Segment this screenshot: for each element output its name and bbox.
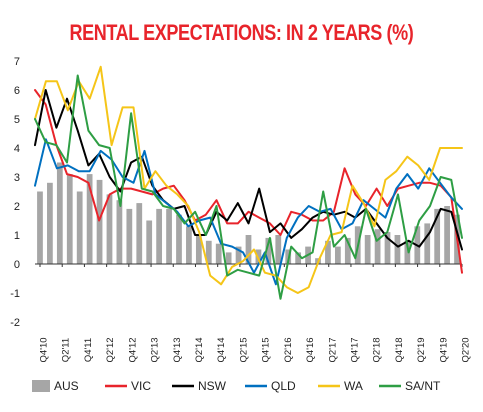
- chart-title: RENTAL EXPECTATIONS: IN 2 YEARS (%): [69, 20, 414, 45]
- y-tick-label: -2: [10, 317, 20, 329]
- series-line-vic: [34, 89, 463, 274]
- legend-label-sa-nt: SA/NT: [405, 379, 441, 393]
- bar-aus: [166, 208, 172, 264]
- bar-aus: [86, 174, 93, 264]
- y-tick-label: 3: [14, 172, 20, 184]
- x-tick-label: Q2'12: [105, 337, 116, 362]
- bar-aus: [275, 235, 282, 264]
- x-tick-label: Q4'11: [83, 338, 94, 362]
- bar-aus: [176, 214, 182, 264]
- bar-aus: [295, 252, 302, 264]
- y-tick-label: 2: [14, 201, 20, 213]
- bar-aus: [146, 220, 153, 264]
- legend-label-aus: AUS: [54, 379, 79, 393]
- bar-aus: [364, 235, 371, 264]
- x-tick-label: Q2'15: [238, 337, 249, 362]
- x-tick-label: Q4'15: [261, 337, 272, 362]
- bar-aus: [116, 200, 123, 264]
- x-tick-label: Q4'12: [127, 337, 138, 362]
- x-tick-label: Q4'19: [438, 337, 449, 362]
- bar-aus: [156, 208, 163, 264]
- lines-layer: [34, 65, 463, 300]
- bar-aus: [245, 235, 252, 264]
- bar-aus: [235, 246, 242, 264]
- x-tick-label: Q4'10: [39, 337, 50, 362]
- x-tick-label: Q2'17: [327, 337, 338, 362]
- bar-aus: [344, 237, 351, 264]
- bar-aus: [384, 232, 391, 264]
- bar-aus: [424, 223, 431, 264]
- bar-aus: [374, 229, 381, 264]
- bar-aus: [444, 206, 450, 264]
- bar-aus: [404, 240, 411, 264]
- x-tick-label: Q4'16: [305, 337, 316, 362]
- series-line-qld: [34, 138, 463, 286]
- bar-aus: [434, 208, 441, 264]
- bar-aus: [126, 208, 133, 264]
- legend-swatch-aus: [32, 380, 50, 392]
- bar-aus: [37, 191, 43, 264]
- bar-aus: [205, 240, 212, 264]
- x-tick-label: Q2'19: [416, 337, 427, 362]
- bar-aus: [66, 174, 73, 264]
- legend-label-nsw: NSW: [198, 379, 227, 393]
- legend-label-wa: WA: [344, 379, 363, 393]
- y-tick-label: 0: [14, 259, 20, 271]
- bar-aus: [106, 194, 113, 264]
- bar-aus: [195, 235, 202, 264]
- bar-aus: [186, 226, 192, 264]
- y-tick-label: 6: [14, 85, 20, 97]
- y-tick-label: 1: [14, 230, 20, 242]
- y-tick-label: -1: [10, 288, 20, 300]
- bar-aus: [394, 235, 401, 264]
- series-line-sa-nt: [34, 74, 463, 300]
- bar-aus: [56, 162, 63, 264]
- y-tick-label: 4: [14, 143, 20, 155]
- bar-aus: [215, 243, 222, 264]
- x-tick-label: Q2'18: [372, 337, 383, 362]
- legend-label-vic: VIC: [131, 379, 151, 393]
- series-line-wa: [34, 65, 463, 294]
- x-tick-label: Q2'11: [61, 338, 72, 362]
- y-tick-label: 5: [14, 114, 20, 126]
- legend-label-qld: QLD: [271, 379, 296, 393]
- bar-aus: [265, 237, 272, 264]
- x-tick-label: Q2'16: [283, 337, 294, 362]
- series-line-nsw: [34, 89, 463, 251]
- axis-layer: -2 -1 0 1 2 3 4 5 6 7 Q4'10 Q2'11 Q4'11 Q2'12 Q4'12 Q2'…: [10, 56, 471, 363]
- x-tick-label: Q2'13: [150, 337, 161, 362]
- bar-aus: [136, 203, 143, 264]
- bar-aus: [225, 252, 232, 264]
- x-tick-label: Q4'18: [394, 337, 405, 362]
- x-tick-label: Q4'14: [216, 337, 227, 362]
- x-tick-label: Q4'13: [172, 337, 183, 362]
- bar-aus: [325, 240, 331, 264]
- bar-aus: [334, 246, 341, 264]
- x-tick-label: Q4'17: [349, 337, 360, 362]
- x-tick-label: Q2'14: [194, 337, 205, 362]
- bar-aus: [76, 191, 83, 264]
- x-tick-label: Q2'20: [461, 337, 472, 362]
- legend: AUS VIC NSW QLD WA SA/NT: [32, 379, 441, 393]
- bar-aus: [47, 182, 53, 264]
- y-tick-label: 7: [14, 56, 20, 68]
- bar-aus: [96, 179, 103, 264]
